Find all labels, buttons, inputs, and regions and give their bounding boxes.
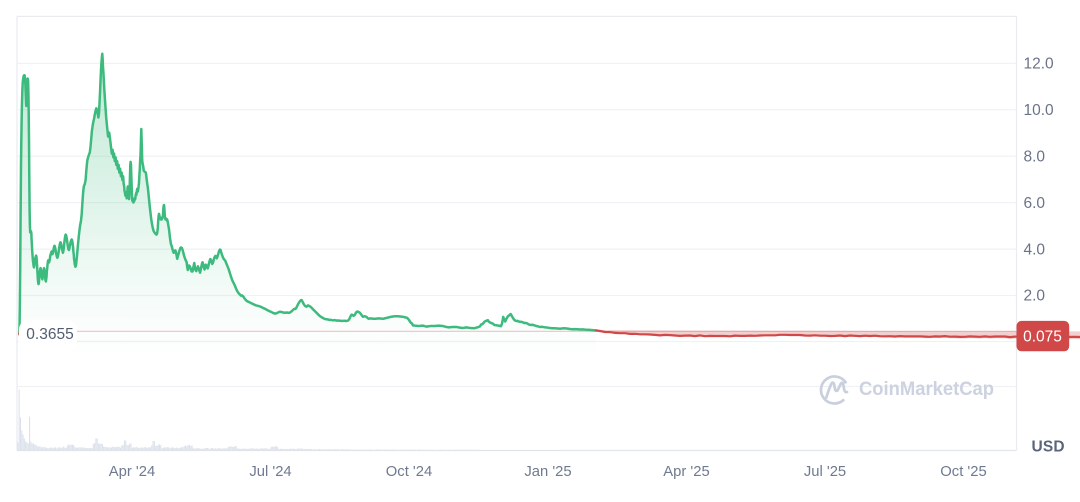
svg-text:4.0: 4.0	[1024, 241, 1046, 258]
svg-text:2.0: 2.0	[1024, 288, 1046, 305]
svg-text:Jan '25: Jan '25	[524, 464, 571, 480]
svg-text:6.0: 6.0	[1024, 195, 1046, 212]
svg-text:Apr '24: Apr '24	[109, 464, 155, 480]
svg-text:Jul '25: Jul '25	[804, 464, 846, 480]
svg-text:8.0: 8.0	[1024, 148, 1046, 165]
svg-text:Jul '24: Jul '24	[249, 464, 291, 480]
svg-text:Oct '25: Oct '25	[940, 464, 986, 480]
svg-text:12.0: 12.0	[1024, 56, 1055, 73]
svg-text:0.3655: 0.3655	[26, 326, 73, 343]
svg-text:CoinMarketCap: CoinMarketCap	[859, 379, 994, 400]
svg-text:10.0: 10.0	[1024, 102, 1055, 119]
svg-text:USD: USD	[1032, 439, 1065, 456]
svg-text:0.075: 0.075	[1023, 329, 1062, 346]
svg-text:Apr '25: Apr '25	[663, 464, 709, 480]
svg-text:Oct '24: Oct '24	[386, 464, 432, 480]
